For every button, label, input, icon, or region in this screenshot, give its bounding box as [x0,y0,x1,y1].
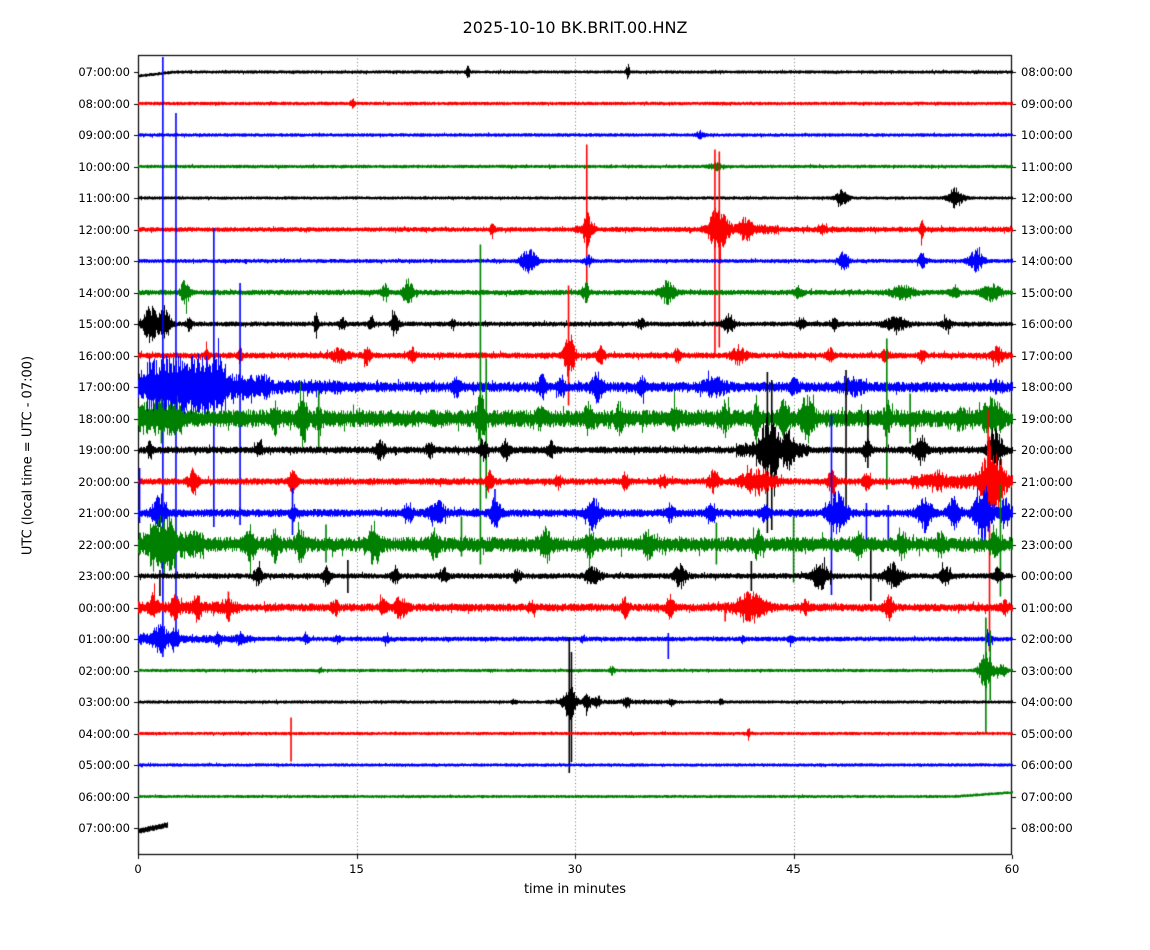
right-time-label: 10:00:00 [1021,128,1073,142]
left-time-label: 02:00:00 [78,663,130,678]
left-time-label: 09:00:00 [78,128,130,142]
right-time-label: 11:00:00 [1021,159,1073,174]
left-time-label: 06:00:00 [78,789,130,804]
left-time-label: 10:00:00 [78,159,130,174]
left-time-label: 03:00:00 [78,695,130,709]
x-tick-label: 60 [1004,862,1020,876]
right-time-label: 09:00:00 [1021,96,1073,111]
left-time-label: 11:00:00 [78,191,130,205]
left-time-label: 23:00:00 [78,569,130,583]
y-axis-label: UTC (local time = UTC - 07:00) [20,355,36,556]
x-tick-label: 45 [786,862,801,876]
left-time-label: 20:00:00 [78,474,130,489]
left-time-label: 04:00:00 [78,726,130,741]
right-time-label: 23:00:00 [1021,537,1073,552]
right-time-label: 03:00:00 [1021,663,1073,678]
left-time-label: 05:00:00 [78,758,130,772]
right-time-label: 19:00:00 [1021,411,1073,426]
right-time-label: 14:00:00 [1021,254,1073,268]
left-time-label: 08:00:00 [78,96,130,111]
right-time-label: 05:00:00 [1021,726,1073,741]
left-time-label: 01:00:00 [78,632,130,646]
right-time-label: 18:00:00 [1021,380,1073,394]
left-time-label: 13:00:00 [78,254,130,268]
right-time-label: 22:00:00 [1021,506,1073,520]
right-time-label: 08:00:00 [1021,65,1073,79]
right-time-label: 12:00:00 [1021,191,1073,205]
left-time-label: 22:00:00 [78,537,130,552]
plot-title: 2025-10-10 BK.BRIT.00.HNZ [462,18,688,37]
left-time-label: 00:00:00 [78,600,130,615]
right-time-label: 00:00:00 [1021,569,1073,583]
left-time-label: 18:00:00 [78,411,130,426]
left-time-label: 07:00:00 [78,65,130,79]
x-axis-label: time in minutes [523,882,627,897]
left-time-label: 15:00:00 [78,317,130,331]
left-time-label: 14:00:00 [78,285,130,300]
x-tick-label: 0 [134,862,142,876]
right-time-label: 17:00:00 [1021,348,1073,363]
right-time-label: 07:00:00 [1021,789,1073,804]
left-time-label: 12:00:00 [78,222,130,237]
right-time-label: 01:00:00 [1021,600,1073,615]
right-time-label: 15:00:00 [1021,285,1073,300]
right-time-label: 08:00:00 [1021,821,1073,835]
left-time-label: 19:00:00 [78,443,130,457]
right-time-label: 20:00:00 [1021,443,1073,457]
right-time-label: 02:00:00 [1021,632,1073,646]
left-time-label: 17:00:00 [78,380,130,394]
x-tick-label: 30 [567,862,583,876]
left-time-label: 16:00:00 [78,348,130,363]
right-time-label: 06:00:00 [1021,758,1073,772]
x-tick-label: 15 [349,862,364,876]
right-time-label: 16:00:00 [1021,317,1073,331]
right-time-label: 21:00:00 [1021,474,1073,489]
right-time-label: 13:00:00 [1021,222,1073,237]
left-time-label: 07:00:00 [78,821,130,835]
right-time-label: 04:00:00 [1021,695,1073,709]
left-time-label: 21:00:00 [78,506,130,520]
